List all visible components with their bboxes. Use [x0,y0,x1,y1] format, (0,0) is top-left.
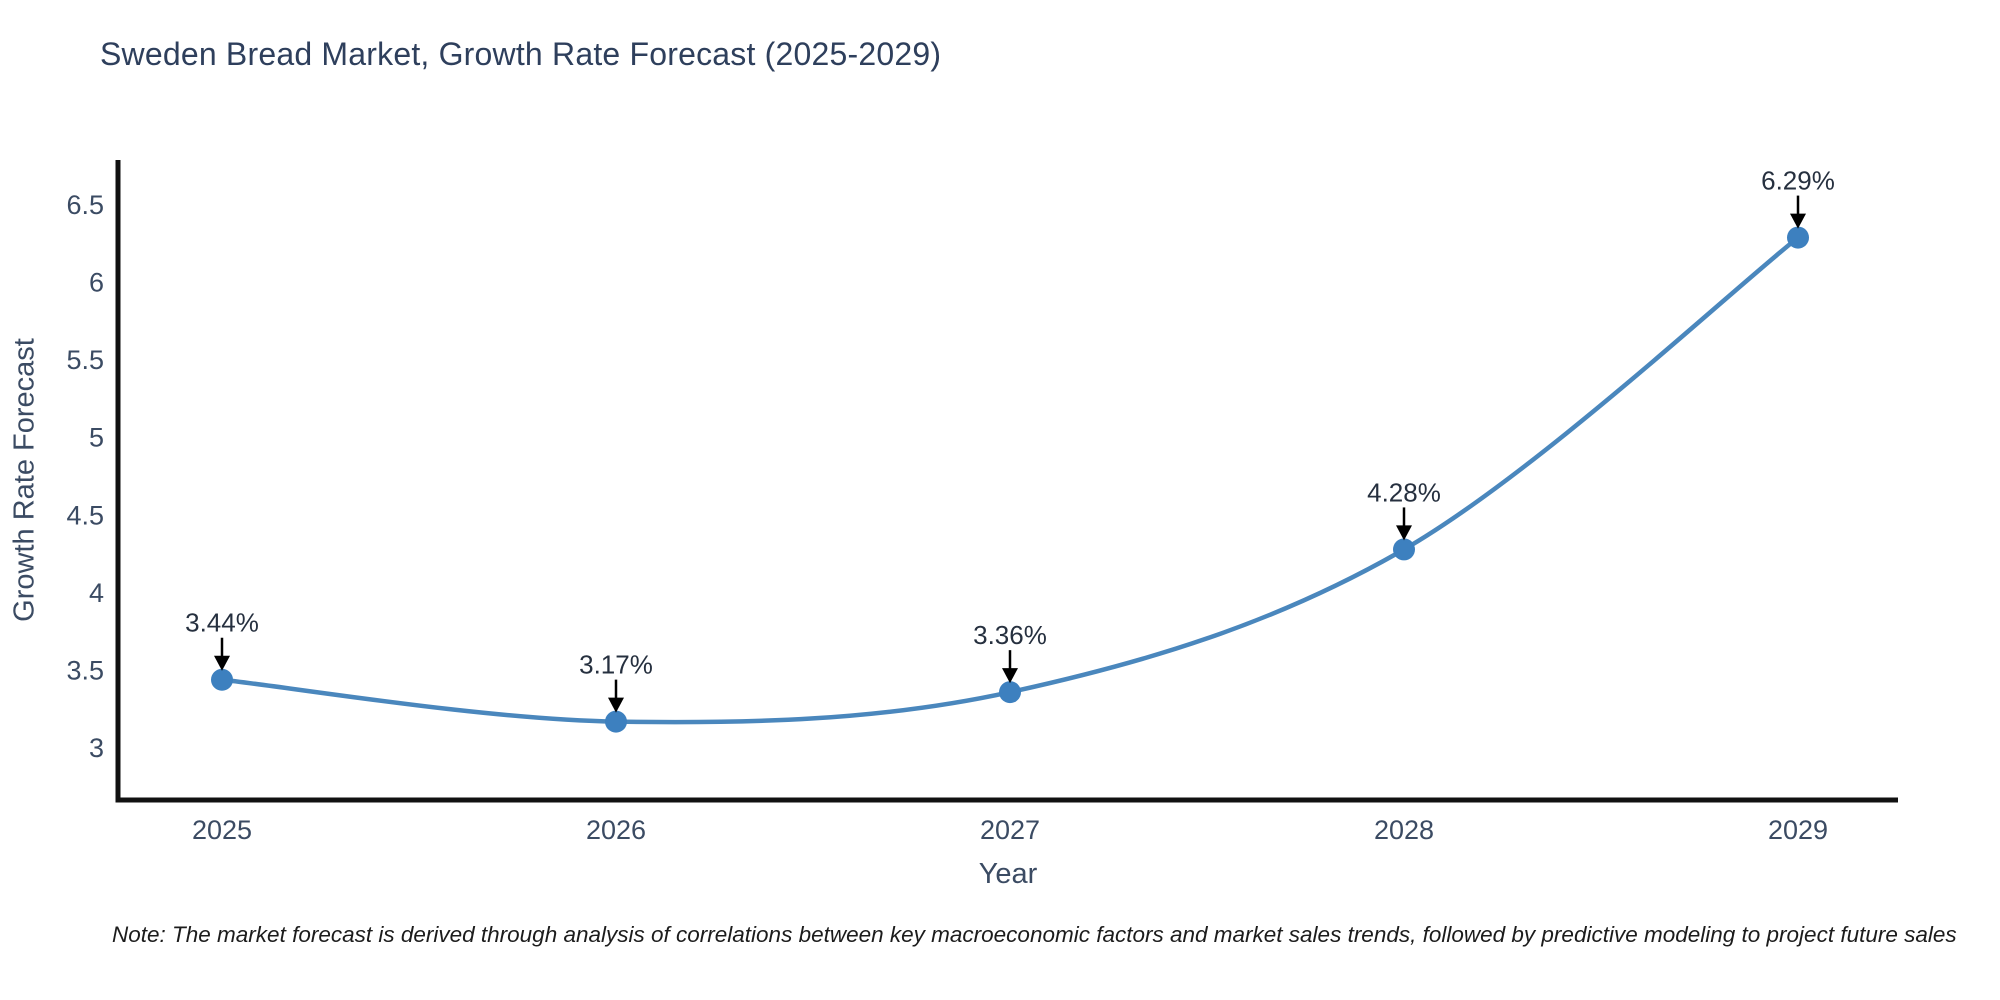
x-tick-label: 2026 [586,815,646,845]
data-point-2029[interactable] [1787,226,1809,249]
y-tick-label: 3.5 [66,655,104,685]
point-label: 3.44% [185,608,259,638]
y-tick-label: 6.5 [66,190,104,220]
y-tick-label: 5 [89,423,104,453]
data-point-2025[interactable] [211,668,233,691]
x-tick-label: 2027 [980,815,1040,845]
data-point-2027[interactable] [999,681,1021,704]
footnote: Note: The market forecast is derived thr… [112,922,1957,947]
data-point-2026[interactable] [605,710,627,733]
annotation-arrow-head [608,697,624,713]
y-tick-label: 6 [89,268,104,298]
y-tick-label: 3 [89,733,104,763]
annotation-arrow-head [214,655,230,671]
x-tick-label: 2028 [1374,815,1434,845]
forecast-line [219,235,1801,725]
annotation-arrow-head [1002,668,1018,684]
annotation-arrow-head [1396,525,1412,541]
y-tick-label: 4 [89,578,104,608]
y-tick-label: 4.5 [66,500,104,530]
x-axis-title: Year [978,858,1038,890]
chart-title: Sweden Bread Market, Growth Rate Forecas… [100,36,942,72]
point-label: 3.36% [973,620,1047,650]
x-tick-label: 2025 [192,815,252,845]
annotation-arrow-head [1790,213,1806,229]
point-label: 4.28% [1367,477,1441,507]
y-tick-label: 5.5 [66,345,104,375]
point-label: 3.17% [579,650,653,680]
x-tick-label: 2029 [1768,815,1828,845]
data-point-2028[interactable] [1393,538,1415,561]
point-label: 6.29% [1761,166,1835,196]
